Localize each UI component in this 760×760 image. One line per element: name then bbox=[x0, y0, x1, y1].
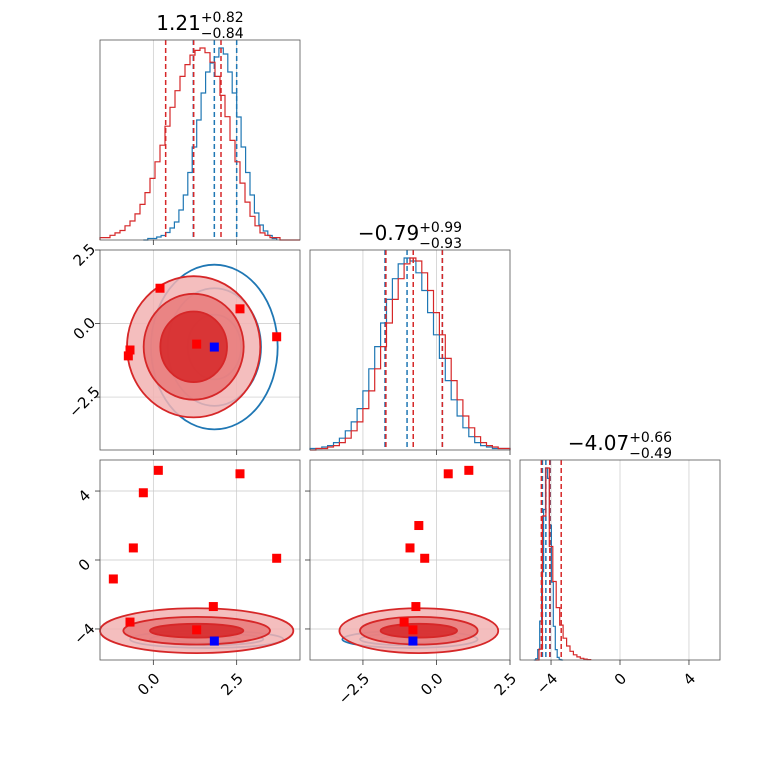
marker-red bbox=[153, 465, 163, 475]
marker-red bbox=[405, 543, 415, 553]
x-tick-label-2: 0 bbox=[611, 670, 630, 689]
marker-red bbox=[414, 521, 424, 531]
histogram-red-2 bbox=[535, 467, 592, 661]
x-tick-label-2: −4 bbox=[533, 670, 561, 698]
marker-blue bbox=[408, 636, 418, 646]
marker-red bbox=[128, 543, 138, 553]
panel-frame-0-0 bbox=[99, 39, 301, 241]
y-tick-label-2: 4 bbox=[75, 486, 94, 505]
marker-red bbox=[192, 625, 202, 635]
marker-red bbox=[108, 574, 118, 584]
data-layer bbox=[99, 40, 592, 661]
marker-red bbox=[464, 465, 474, 475]
marker-red bbox=[192, 339, 202, 349]
x-tick-label-2: 4 bbox=[680, 670, 699, 689]
x-tick-label-0: 2.5 bbox=[217, 670, 247, 700]
y-tick-label-1: 0.0 bbox=[70, 314, 100, 344]
marker-red bbox=[408, 625, 418, 635]
marker-red bbox=[235, 304, 245, 314]
marker-red bbox=[272, 553, 282, 563]
marker-blue bbox=[209, 342, 219, 352]
histogram-blue-2 bbox=[533, 467, 564, 661]
marker-red bbox=[123, 351, 133, 361]
marker-red bbox=[125, 345, 135, 355]
marker-red bbox=[138, 488, 148, 498]
marker-red bbox=[208, 602, 218, 612]
marker-red bbox=[420, 553, 430, 563]
x-tick-label-1: 0.0 bbox=[417, 670, 447, 700]
x-tick-label-1: −2.5 bbox=[335, 670, 373, 708]
panel-frame-1-1 bbox=[309, 249, 511, 451]
histogram-blue-1 bbox=[309, 257, 511, 450]
title-param-0: 1.21+0.82 −0.84 bbox=[156, 10, 243, 42]
histogram-red-1 bbox=[310, 257, 511, 451]
marker-red bbox=[411, 602, 421, 612]
marker-red bbox=[272, 332, 282, 342]
title-param-1: −0.79+0.99 −0.93 bbox=[358, 220, 462, 252]
x-tick-label-1: 2.5 bbox=[491, 670, 521, 700]
y-tick-label-2: −4 bbox=[70, 620, 98, 648]
contour-red-1-2-level-0 bbox=[379, 622, 458, 639]
y-tick-label-1: 2.5 bbox=[70, 240, 100, 270]
histogram-red-0 bbox=[99, 47, 300, 241]
marker-blue bbox=[209, 636, 219, 646]
marker-red bbox=[235, 469, 245, 479]
marker-red bbox=[125, 617, 135, 627]
y-tick-label-2: 0 bbox=[75, 555, 94, 574]
marker-red bbox=[399, 617, 409, 627]
marker-red bbox=[155, 283, 165, 293]
x-tick-label-0: 0.0 bbox=[134, 670, 164, 700]
marker-red bbox=[443, 469, 453, 479]
panel-frame-1-0 bbox=[99, 249, 301, 451]
histogram-blue-0 bbox=[143, 47, 278, 241]
title-param-2: −4.07+0.66 −0.49 bbox=[568, 430, 672, 462]
y-tick-label-1: −2.5 bbox=[65, 383, 103, 421]
